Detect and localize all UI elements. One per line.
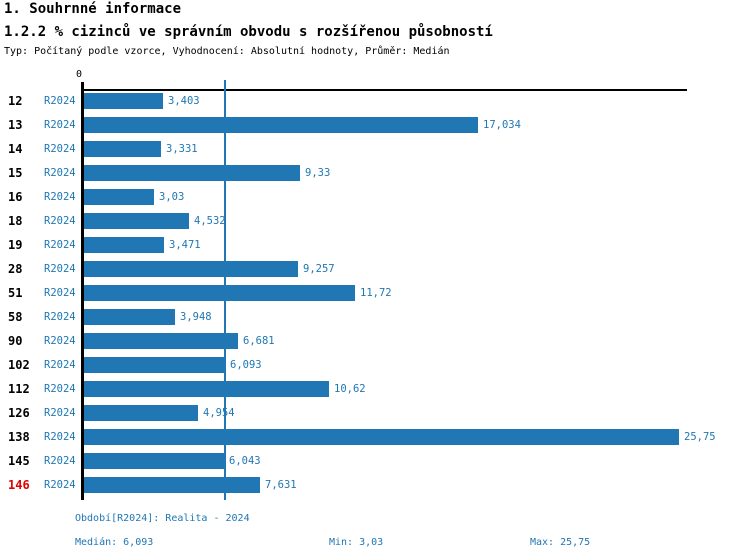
chart-row: 12 R2024 3,403	[0, 89, 750, 113]
row-category-label: 90	[8, 334, 23, 348]
bar	[84, 261, 298, 277]
chart-row: 15 R2024 9,33	[0, 161, 750, 185]
chart-row: 18 R2024 4,532	[0, 209, 750, 233]
row-period-label: R2024	[44, 215, 76, 227]
row-category-label: 112	[8, 382, 30, 396]
bar-value-label: 4,954	[203, 407, 235, 419]
row-category-label: 15	[8, 166, 23, 180]
y-axis-line	[81, 82, 84, 500]
bar	[84, 165, 300, 181]
chart-row: 145 R2024 6,043	[0, 449, 750, 473]
bar-value-label: 6,043	[229, 455, 261, 467]
row-category-label: 51	[8, 286, 23, 300]
chart-row: 138 R2024 25,75	[0, 425, 750, 449]
row-period-label: R2024	[44, 311, 76, 323]
row-period-label: R2024	[44, 455, 76, 467]
bar-value-label: 3,948	[180, 311, 212, 323]
bar-value-label: 3,331	[166, 143, 198, 155]
chart-row: 146 R2024 7,631	[0, 473, 750, 497]
row-period-label: R2024	[44, 479, 76, 491]
bar	[84, 477, 260, 493]
bar	[84, 213, 189, 229]
row-category-label: 19	[8, 238, 23, 252]
bar-value-label: 9,257	[303, 263, 335, 275]
bar	[84, 333, 238, 349]
row-period-label: R2024	[44, 119, 76, 131]
row-period-label: R2024	[44, 95, 76, 107]
row-category-label: 18	[8, 214, 23, 228]
chart-row: 58 R2024 3,948	[0, 305, 750, 329]
period-info: Období[R2024]: Realita - 2024	[75, 513, 250, 524]
median-stat: Medián: 6,093	[75, 537, 154, 548]
row-category-label: 28	[8, 262, 23, 276]
bar	[84, 357, 225, 373]
chart-row: 51 R2024 11,72	[0, 281, 750, 305]
chart-row: 19 R2024 3,471	[0, 233, 750, 257]
axis-zero-tick-label: 0	[76, 69, 83, 80]
bar-value-label: 25,75	[684, 431, 716, 443]
bar-value-label: 9,33	[305, 167, 331, 179]
row-period-label: R2024	[44, 359, 76, 371]
min-stat: Min: 3,03	[329, 537, 384, 548]
row-category-label: 102	[8, 358, 30, 372]
row-category-label: 16	[8, 190, 23, 204]
bar	[84, 405, 198, 421]
row-period-label: R2024	[44, 263, 76, 275]
bar-value-label: 3,471	[169, 239, 201, 251]
bar	[84, 453, 224, 469]
bar-value-label: 10,62	[334, 383, 366, 395]
bar-value-label: 4,532	[194, 215, 226, 227]
bar-value-label: 3,03	[159, 191, 185, 203]
x-axis-line	[81, 89, 687, 91]
chart-row: 126 R2024 4,954	[0, 401, 750, 425]
row-category-label: 138	[8, 430, 30, 444]
bar	[84, 141, 161, 157]
bar-value-label: 6,681	[243, 335, 275, 347]
bar	[84, 381, 329, 397]
bar-value-label: 3,403	[168, 95, 200, 107]
row-period-label: R2024	[44, 383, 76, 395]
chart-row: 102 R2024 6,093	[0, 353, 750, 377]
report-title: 1. Souhrnné informace	[4, 1, 182, 17]
bar-value-label: 11,72	[360, 287, 392, 299]
bar	[84, 93, 163, 109]
max-stat: Max: 25,75	[530, 537, 591, 548]
bar-value-label: 7,631	[265, 479, 297, 491]
row-category-label: 146	[8, 478, 30, 492]
bar	[84, 429, 679, 445]
chart-row: 13 R2024 17,034	[0, 113, 750, 137]
row-period-label: R2024	[44, 167, 76, 179]
row-category-label: 14	[8, 142, 23, 156]
bar	[84, 309, 175, 325]
row-period-label: R2024	[44, 431, 76, 443]
row-period-label: R2024	[44, 335, 76, 347]
row-category-label: 13	[8, 118, 23, 132]
bar-value-label: 17,034	[483, 119, 521, 131]
report-meta: Typ: Počítaný podle vzorce, Vyhodnocení:…	[4, 46, 450, 57]
chart-row: 16 R2024 3,03	[0, 185, 750, 209]
row-category-label: 145	[8, 454, 30, 468]
bar	[84, 285, 355, 301]
chart-row: 28 R2024 9,257	[0, 257, 750, 281]
row-period-label: R2024	[44, 143, 76, 155]
row-category-label: 58	[8, 310, 23, 324]
bar	[84, 117, 478, 133]
chart-row: 112 R2024 10,62	[0, 377, 750, 401]
row-period-label: R2024	[44, 191, 76, 203]
row-period-label: R2024	[44, 287, 76, 299]
bar	[84, 189, 154, 205]
bar	[84, 237, 164, 253]
row-period-label: R2024	[44, 239, 76, 251]
report-subtitle: 1.2.2 % cizinců ve správním obvodu s roz…	[4, 24, 493, 40]
chart-row: 90 R2024 6,681	[0, 329, 750, 353]
row-category-label: 12	[8, 94, 23, 108]
row-period-label: R2024	[44, 407, 76, 419]
row-category-label: 126	[8, 406, 30, 420]
chart-row: 14 R2024 3,331	[0, 137, 750, 161]
bar-value-label: 6,093	[230, 359, 262, 371]
